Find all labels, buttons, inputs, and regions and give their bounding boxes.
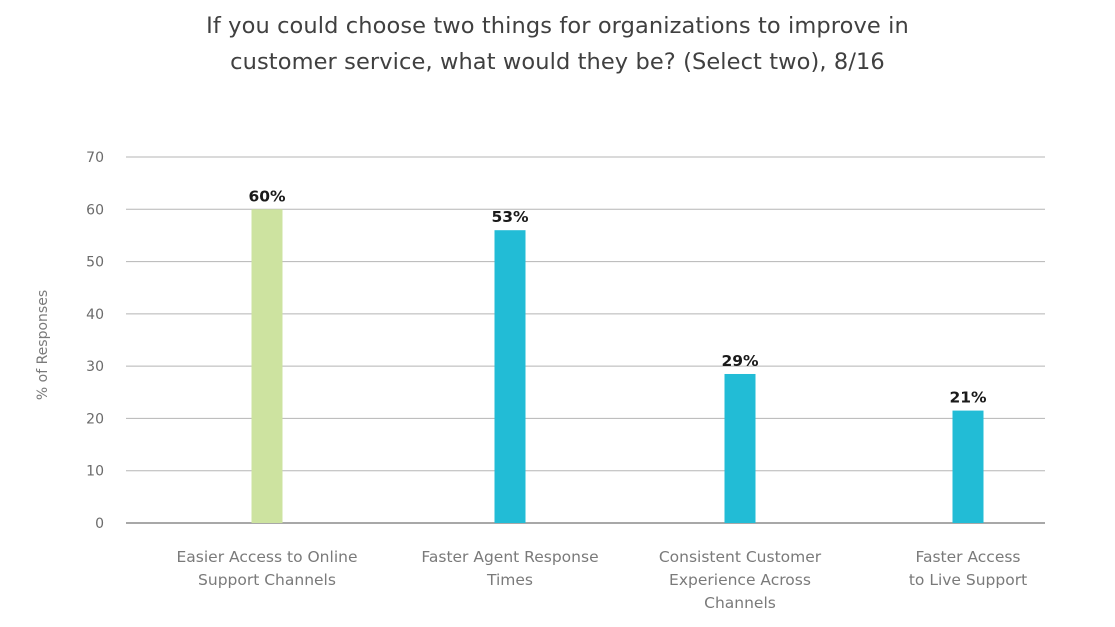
y-tick-label: 10 xyxy=(86,464,104,480)
y-tick-label: 40 xyxy=(86,307,104,323)
data-label: 53% xyxy=(491,208,529,226)
bar xyxy=(952,410,984,523)
bar xyxy=(494,230,526,523)
data-label: 29% xyxy=(721,352,759,370)
x-axis-categories: Easier Access to Online Support Channels F… xyxy=(177,548,1028,612)
category-label: Support Channels xyxy=(198,571,336,589)
y-tick-label: 20 xyxy=(86,411,104,427)
data-label: 21% xyxy=(949,389,987,407)
category-label: Faster Agent Response xyxy=(421,548,598,566)
data-label: 60% xyxy=(248,187,286,205)
category-label: Easier Access to Online xyxy=(177,548,358,566)
category-label: Times xyxy=(486,571,533,589)
y-axis-label: % of Responses xyxy=(35,290,51,400)
category-label: Faster Access xyxy=(915,548,1020,566)
category-label: Experience Across xyxy=(669,571,811,589)
y-axis-ticks: 0 10 20 30 40 50 60 70 xyxy=(86,150,104,532)
bar xyxy=(724,373,756,523)
y-tick-label: 30 xyxy=(86,359,104,375)
y-tick-label: 60 xyxy=(86,202,104,218)
chart-title: If you could choose two things for organ… xyxy=(0,8,1115,80)
bar xyxy=(251,209,283,524)
bars xyxy=(251,209,984,524)
category-label: Channels xyxy=(704,594,776,612)
chart-title-line-2: customer service, what would they be? (S… xyxy=(230,49,885,75)
data-labels: 60% 53% 29% 21% xyxy=(248,187,987,406)
chart-title-line-1: If you could choose two things for organ… xyxy=(206,13,909,39)
category-label: to Live Support xyxy=(909,571,1027,589)
y-tick-label: 70 xyxy=(86,150,104,166)
y-tick-label: 50 xyxy=(86,255,104,271)
y-tick-label: 0 xyxy=(95,516,104,532)
category-label: Consistent Customer xyxy=(659,548,822,566)
